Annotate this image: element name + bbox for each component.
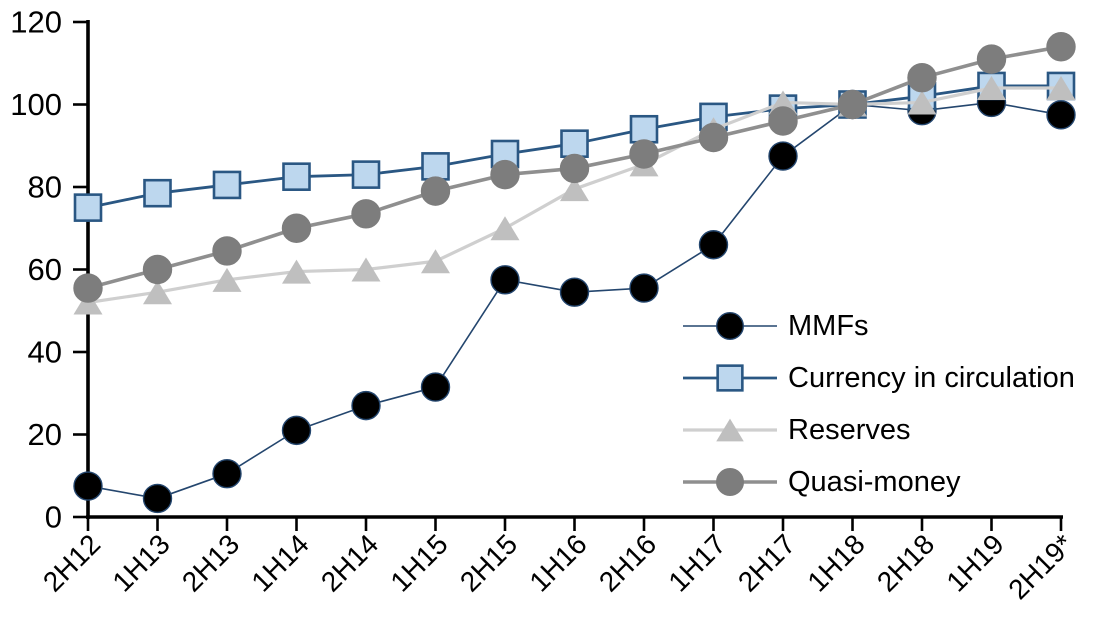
y-axis: 0 20 40 60 80 100 120 xyxy=(10,5,88,535)
data-point-reserves xyxy=(212,267,242,292)
data-point-mmfs xyxy=(142,483,173,514)
data-point-reserves xyxy=(282,259,311,284)
data-point-reserves xyxy=(907,90,937,115)
x-axis: 2H12 1H13 2H13 1H14 2H14 1H15 2H15 1H16 2H16 1H17… xyxy=(37,517,1079,605)
data-point-mmfs xyxy=(559,277,590,307)
x-axis-tick-label: 2H13 xyxy=(176,528,245,597)
data-point-mmfs xyxy=(629,273,659,303)
data-point-quasi-money xyxy=(559,153,590,184)
legend-item-mmfs: MMFs xyxy=(683,310,869,342)
data-point-currency-in-circulation xyxy=(421,152,450,181)
y-axis-tick-label: 120 xyxy=(10,5,62,40)
legend-marker-reserves xyxy=(716,418,744,442)
series-quasi-money xyxy=(73,32,1076,303)
legend: MMFs Currency in circulation Reserves Quasi… xyxy=(683,310,1075,498)
data-point-quasi-money xyxy=(490,159,520,190)
legend-item-currency-in-circulation: Currency in circulation xyxy=(683,362,1075,394)
data-point-quasi-money xyxy=(351,199,381,229)
legend-marker-quasi-money xyxy=(716,468,745,497)
data-point-mmfs xyxy=(212,458,242,489)
y-axis-tick-label: 40 xyxy=(28,335,62,370)
data-point-quasi-money xyxy=(698,122,729,153)
data-point-quasi-money xyxy=(420,176,451,206)
legend-marker-currency-in-circulation xyxy=(716,364,744,392)
data-point-quasi-money xyxy=(976,44,1007,74)
x-axis-tick-label: 2H12 xyxy=(37,528,106,597)
data-point-quasi-money xyxy=(1046,32,1076,62)
legend-marker-mmfs xyxy=(716,312,745,341)
data-point-reserves xyxy=(490,216,520,241)
data-point-quasi-money xyxy=(907,62,937,93)
data-point-quasi-money xyxy=(629,139,659,169)
x-axis-tick-label: 1H15 xyxy=(384,528,453,597)
data-point-quasi-money xyxy=(837,89,868,120)
data-point-mmfs xyxy=(281,415,312,446)
data-point-quasi-money xyxy=(212,236,242,266)
x-axis-tick-label: 2H15 xyxy=(454,528,523,597)
legend-item-reserves: Reserves xyxy=(683,414,911,446)
y-axis-tick-label: 80 xyxy=(28,170,62,205)
y-axis-tick-label: 20 xyxy=(28,417,62,452)
legend-label-quasi-money: Quasi-money xyxy=(788,466,961,498)
data-point-currency-in-circulation xyxy=(351,160,381,189)
x-axis-tick-label: 1H18 xyxy=(801,528,870,597)
x-axis-tick-label: 2H14 xyxy=(315,528,384,597)
series-mmfs xyxy=(73,87,1076,514)
data-point-currency-in-circulation xyxy=(282,162,311,191)
data-point-reserves xyxy=(143,280,172,305)
x-axis-tick-label: 2H17 xyxy=(732,528,801,597)
x-axis-tick-label: 1H14 xyxy=(245,528,314,597)
data-point-mmfs xyxy=(1046,100,1076,130)
data-point-currency-in-circulation xyxy=(212,170,242,200)
y-axis-tick-label: 100 xyxy=(10,87,62,122)
data-point-currency-in-circulation xyxy=(143,178,172,208)
data-point-reserves xyxy=(560,177,589,202)
x-axis-tick-label: 2H16 xyxy=(593,528,662,597)
data-point-quasi-money xyxy=(73,273,103,303)
data-point-currency-in-circulation xyxy=(73,193,103,222)
x-axis-tick-label: 1H17 xyxy=(662,528,731,597)
data-point-mmfs xyxy=(490,265,520,295)
data-point-mmfs xyxy=(698,230,729,260)
y-axis-tick-label: 60 xyxy=(28,252,62,287)
x-axis-tick-label: 1H19 xyxy=(940,528,1009,597)
y-axis-tick-label: 0 xyxy=(45,500,62,535)
data-point-quasi-money xyxy=(768,106,798,136)
data-point-currency-in-circulation xyxy=(629,114,659,144)
data-point-reserves xyxy=(1046,76,1076,100)
data-point-reserves xyxy=(421,249,450,274)
x-axis-tick-label: 2H18 xyxy=(871,528,940,597)
data-point-quasi-money xyxy=(281,213,312,243)
legend-item-quasi-money: Quasi-money xyxy=(683,466,961,498)
legend-label-reserves: Reserves xyxy=(788,414,911,446)
x-axis-tick-label: 1H16 xyxy=(523,528,592,597)
data-point-quasi-money xyxy=(142,254,173,285)
data-point-currency-in-circulation xyxy=(560,129,589,158)
legend-label-currency-in-circulation: Currency in circulation xyxy=(788,362,1075,394)
x-axis-tick-label: 1H13 xyxy=(106,528,175,597)
data-point-mmfs xyxy=(73,471,103,501)
data-point-mmfs xyxy=(768,141,798,171)
data-point-mmfs xyxy=(351,390,381,421)
x-axis-tick-label: 2H19* xyxy=(1002,528,1079,605)
data-point-reserves xyxy=(977,76,1006,100)
legend-label-mmfs: MMFs xyxy=(788,310,869,342)
data-point-mmfs xyxy=(420,372,451,402)
data-point-reserves xyxy=(351,257,381,282)
